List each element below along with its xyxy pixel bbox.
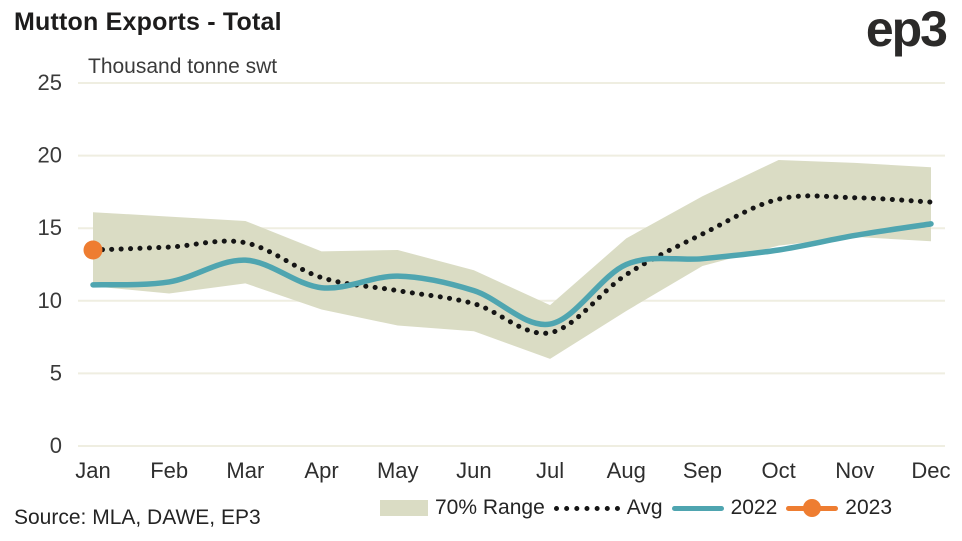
legend: 70% Range Avg 2022 2023 xyxy=(380,496,892,520)
legend-item-range: 70% Range xyxy=(380,496,545,520)
legend-item-2022: 2022 xyxy=(671,496,778,520)
line-2022 xyxy=(90,221,934,328)
x-tick-label: Oct xyxy=(762,458,796,483)
x-tick-label: Sep xyxy=(683,458,722,483)
chart-title: Mutton Exports - Total xyxy=(14,8,282,36)
y-tick-label: 10 xyxy=(38,288,62,313)
y-tick-label: 0 xyxy=(50,433,62,458)
legend-label-avg: Avg xyxy=(626,496,663,519)
legend-label-range: 70% Range xyxy=(435,496,545,519)
legend-label-2022: 2022 xyxy=(730,496,778,519)
x-tick-label: Feb xyxy=(150,458,188,483)
x-tick-label: Jul xyxy=(536,458,564,483)
y-tick-label: 20 xyxy=(38,143,62,168)
x-tick-label: Dec xyxy=(911,458,950,483)
line-2023-icon xyxy=(786,499,839,517)
x-tick-label: Aug xyxy=(607,458,646,483)
x-tick-label: Mar xyxy=(226,458,264,483)
legend-item-avg: Avg xyxy=(553,496,663,520)
legend-label-2023: 2023 xyxy=(845,496,892,519)
point-2023-icon xyxy=(803,499,822,517)
source-note: Source: MLA, DAWE, EP3 xyxy=(14,506,261,529)
ep3-logo: ep3 xyxy=(865,1,948,57)
range-swatch-icon xyxy=(380,500,428,516)
x-tick-label: May xyxy=(377,458,419,483)
axis-unit-label: Thousand tonne swt xyxy=(88,55,278,78)
x-tick-label: Jun xyxy=(456,458,491,483)
y-tick-label: 5 xyxy=(50,360,62,385)
range-band xyxy=(93,159,931,359)
line-2022-icon xyxy=(671,505,724,511)
x-tick-label: Jan xyxy=(75,458,110,483)
point-2023 xyxy=(83,240,103,260)
avg-line xyxy=(90,193,934,336)
y-tick-label: 25 xyxy=(38,70,62,95)
y-tick-label: 15 xyxy=(38,215,62,240)
legend-item-2023: 2023 xyxy=(786,496,892,520)
x-tick-label: Apr xyxy=(304,458,338,483)
x-tick-label: Nov xyxy=(835,458,874,483)
avg-dotted-line-icon xyxy=(553,505,620,511)
